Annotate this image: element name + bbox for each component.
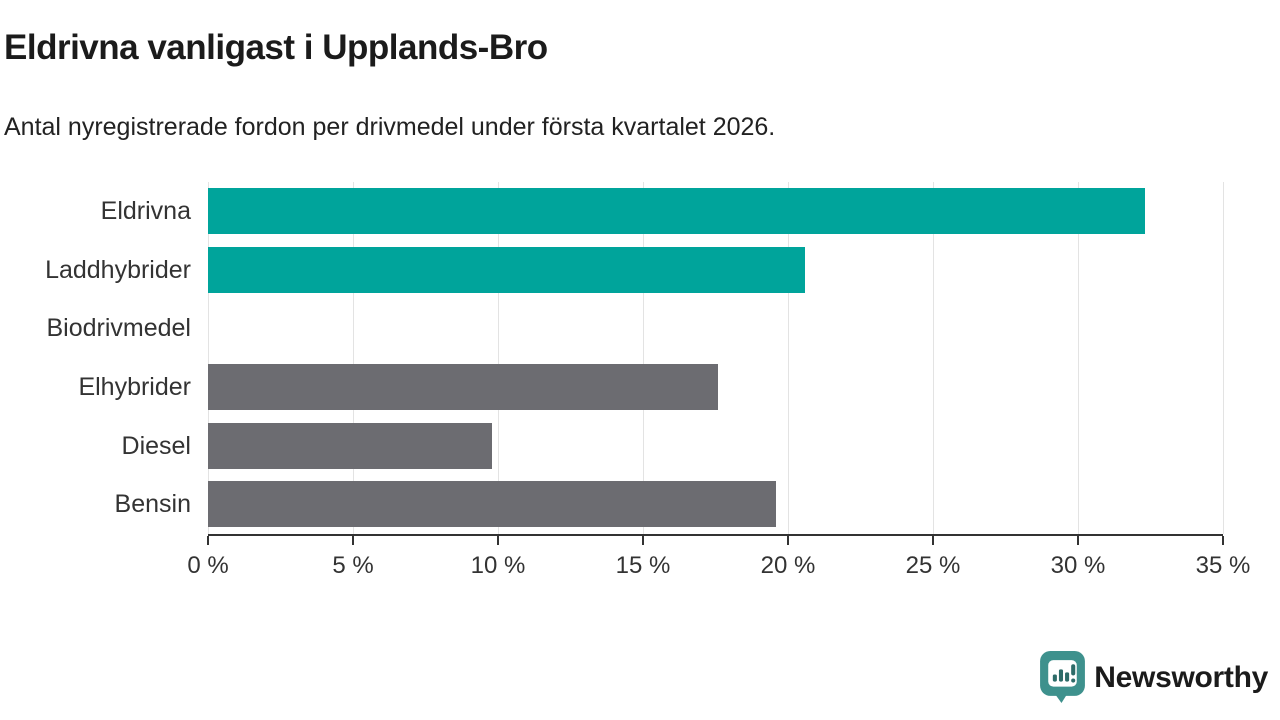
x-tick-mark-35 bbox=[1222, 536, 1224, 545]
newsworthy-branding: Newsworthy bbox=[1040, 651, 1268, 704]
x-tick-mark-30 bbox=[1077, 536, 1079, 545]
bar-eldrivna bbox=[208, 188, 1145, 234]
x-tick-label-30: 30 % bbox=[1050, 552, 1106, 579]
category-label-elhybrider: Elhybrider bbox=[78, 373, 191, 401]
gridline-10 bbox=[498, 182, 499, 534]
gridline-20 bbox=[788, 182, 789, 534]
gridline-25 bbox=[933, 182, 934, 534]
chart-row-elhybrider: Elhybrider bbox=[78, 358, 1223, 417]
x-tick-label-15: 15 % bbox=[615, 552, 671, 579]
bar-diesel bbox=[208, 422, 493, 469]
x-tick-mark-10 bbox=[497, 536, 499, 545]
plot-area: 0 % 5 % 10 % 15 % 20 % 25 % 30 % 35 % Eldrivna La… bbox=[45, 182, 1250, 579]
x-tick-label-10: 10 % bbox=[470, 552, 526, 579]
chart-row-eldrivna: Eldrivna bbox=[101, 182, 1223, 241]
category-label-diesel: Diesel bbox=[121, 431, 191, 460]
x-tick-label-35: 35 % bbox=[1195, 552, 1251, 579]
x-tick-mark-15 bbox=[642, 536, 644, 545]
gridline-15 bbox=[643, 182, 644, 534]
chart-row-bensin: Bensin bbox=[115, 475, 1223, 534]
bar-elhybrider bbox=[208, 364, 719, 410]
x-tick-mark-25 bbox=[932, 536, 934, 545]
gridline-35 bbox=[1223, 182, 1224, 534]
category-label-laddhybrider: Laddhybrider bbox=[45, 255, 191, 284]
bar-laddhybrider bbox=[208, 246, 806, 293]
bar-bensin bbox=[208, 481, 777, 528]
category-label-eldrivna: Eldrivna bbox=[100, 197, 191, 225]
gridline-0 bbox=[208, 182, 209, 534]
category-label-bensin: Bensin bbox=[114, 490, 191, 519]
x-tick-mark-5 bbox=[352, 536, 354, 545]
x-tick-label-0: 0 % bbox=[187, 552, 229, 579]
gridline-30 bbox=[1078, 182, 1079, 534]
newsworthy-logo-text: Newsworthy bbox=[1094, 660, 1268, 694]
chart-row-diesel: Diesel bbox=[122, 417, 1223, 476]
x-tick-label-25: 25 % bbox=[905, 552, 961, 579]
category-label-biodrivmedel: Biodrivmedel bbox=[46, 314, 191, 343]
x-tick-label-5: 5 % bbox=[332, 552, 374, 579]
x-tick-mark-20 bbox=[787, 536, 789, 545]
x-axis-line bbox=[208, 534, 1223, 536]
chart-title: Eldrivna vanligast i Upplands-Bro bbox=[4, 28, 548, 67]
chart-row-laddhybrider: Laddhybrider bbox=[45, 241, 1223, 300]
gridline-5 bbox=[353, 182, 354, 534]
chart-subtitle: Antal nyregistrerade fordon per drivmede… bbox=[4, 113, 776, 141]
chart-row-biodrivmedel: Biodrivmedel bbox=[46, 299, 1223, 358]
x-tick-mark-0 bbox=[207, 536, 209, 545]
x-tick-label-20: 20 % bbox=[760, 552, 816, 579]
newsworthy-logo-icon bbox=[1040, 651, 1086, 703]
